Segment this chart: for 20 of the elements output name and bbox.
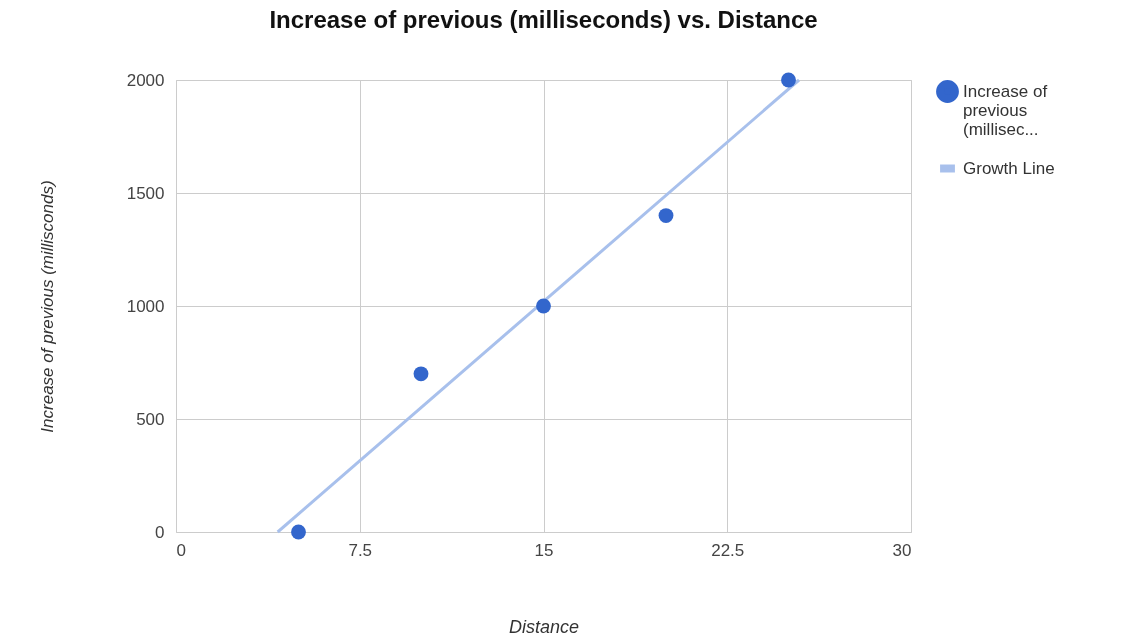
y-tick-label: 0 <box>155 522 165 542</box>
x-tick-label: 7.5 <box>348 540 373 560</box>
x-axis-title: Distance <box>508 616 580 634</box>
legend-label: Increase of previous (millisec... <box>963 81 1048 139</box>
x-tick-label: 22.5 <box>711 540 745 560</box>
y-axis-title: Increase of previous (millisconds) <box>37 180 57 433</box>
point <box>291 524 306 540</box>
y-tick-label: 500 <box>136 409 165 429</box>
point <box>658 208 674 223</box>
x-tick-label: 15 <box>534 540 554 560</box>
y-tick-label: 2000 <box>126 70 165 90</box>
point <box>536 298 551 314</box>
point <box>781 72 796 88</box>
y-tick-label: 1000 <box>126 296 165 316</box>
point <box>413 366 429 382</box>
x-tick-label: 0 <box>176 540 186 560</box>
chart-title: Increase of previous (milliseconds) vs. Distance <box>269 6 818 33</box>
x-tick-label: 30 <box>892 540 912 560</box>
y-tick-label: 1500 <box>126 183 165 203</box>
legend-label: Growth Line <box>963 158 1055 178</box>
